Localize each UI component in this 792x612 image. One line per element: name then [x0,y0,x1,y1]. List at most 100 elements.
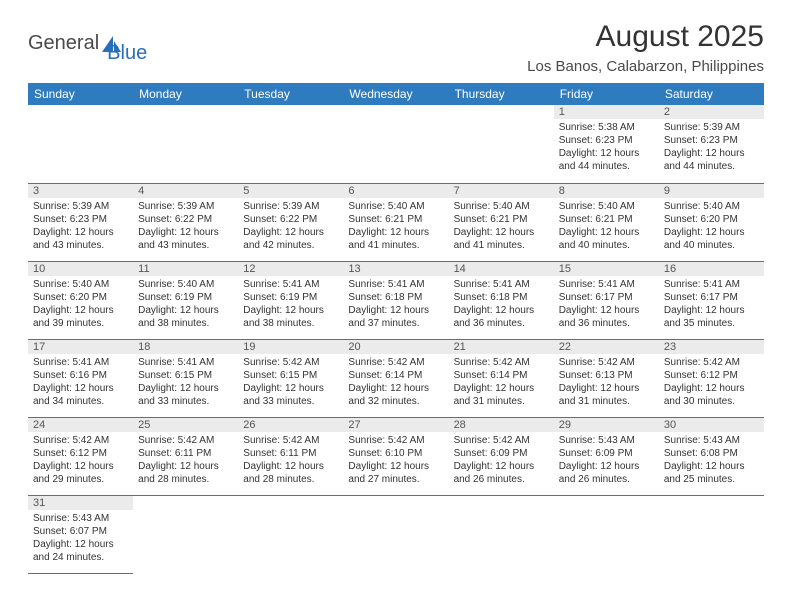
day-number: 6 [343,184,448,198]
weekday-header: Sunday [28,83,133,105]
calendar-day-cell: 10Sunrise: 5:40 AMSunset: 6:20 PMDayligh… [28,261,133,339]
calendar-day-cell: 31Sunrise: 5:43 AMSunset: 6:07 PMDayligh… [28,495,133,573]
month-title: August 2025 [527,20,764,54]
calendar-day-cell: 24Sunrise: 5:42 AMSunset: 6:12 PMDayligh… [28,417,133,495]
calendar-day-cell: 29Sunrise: 5:43 AMSunset: 6:09 PMDayligh… [554,417,659,495]
calendar-day-cell: 14Sunrise: 5:41 AMSunset: 6:18 PMDayligh… [449,261,554,339]
weekday-header: Tuesday [238,83,343,105]
calendar-day-cell: 15Sunrise: 5:41 AMSunset: 6:17 PMDayligh… [554,261,659,339]
calendar-day-cell: 20Sunrise: 5:42 AMSunset: 6:14 PMDayligh… [343,339,448,417]
day-info: Sunrise: 5:42 AMSunset: 6:12 PMDaylight:… [659,354,764,411]
calendar-empty-cell [343,105,448,183]
day-info: Sunrise: 5:40 AMSunset: 6:21 PMDaylight:… [554,198,659,255]
calendar-week-row: 24Sunrise: 5:42 AMSunset: 6:12 PMDayligh… [28,417,764,495]
day-number: 26 [238,418,343,432]
day-number: 30 [659,418,764,432]
day-info: Sunrise: 5:40 AMSunset: 6:21 PMDaylight:… [449,198,554,255]
location-text: Los Banos, Calabarzon, Philippines [527,58,764,75]
day-number: 15 [554,262,659,276]
calendar-empty-cell [554,495,659,573]
calendar-week-row: 31Sunrise: 5:43 AMSunset: 6:07 PMDayligh… [28,495,764,573]
calendar-week-row: 17Sunrise: 5:41 AMSunset: 6:16 PMDayligh… [28,339,764,417]
day-info: Sunrise: 5:42 AMSunset: 6:10 PMDaylight:… [343,432,448,489]
day-info: Sunrise: 5:43 AMSunset: 6:07 PMDaylight:… [28,510,133,567]
day-number: 31 [28,496,133,510]
calendar-day-cell: 17Sunrise: 5:41 AMSunset: 6:16 PMDayligh… [28,339,133,417]
calendar-empty-cell [28,105,133,183]
day-number: 21 [449,340,554,354]
day-number: 20 [343,340,448,354]
day-info: Sunrise: 5:42 AMSunset: 6:09 PMDaylight:… [449,432,554,489]
calendar-day-cell: 26Sunrise: 5:42 AMSunset: 6:11 PMDayligh… [238,417,343,495]
day-info: Sunrise: 5:41 AMSunset: 6:15 PMDaylight:… [133,354,238,411]
day-number: 9 [659,184,764,198]
calendar-day-cell: 6Sunrise: 5:40 AMSunset: 6:21 PMDaylight… [343,183,448,261]
day-number: 25 [133,418,238,432]
day-number: 16 [659,262,764,276]
calendar-empty-cell [238,105,343,183]
calendar-day-cell: 7Sunrise: 5:40 AMSunset: 6:21 PMDaylight… [449,183,554,261]
day-number: 1 [554,105,659,119]
calendar-day-cell: 2Sunrise: 5:39 AMSunset: 6:23 PMDaylight… [659,105,764,183]
title-block: August 2025 Los Banos, Calabarzon, Phili… [527,20,764,75]
day-info: Sunrise: 5:42 AMSunset: 6:13 PMDaylight:… [554,354,659,411]
calendar-empty-cell [449,495,554,573]
day-number: 14 [449,262,554,276]
day-info: Sunrise: 5:39 AMSunset: 6:22 PMDaylight:… [238,198,343,255]
calendar-day-cell: 25Sunrise: 5:42 AMSunset: 6:11 PMDayligh… [133,417,238,495]
day-number: 18 [133,340,238,354]
day-number: 13 [343,262,448,276]
day-number: 27 [343,418,448,432]
calendar-day-cell: 21Sunrise: 5:42 AMSunset: 6:14 PMDayligh… [449,339,554,417]
day-number: 23 [659,340,764,354]
calendar-week-row: 10Sunrise: 5:40 AMSunset: 6:20 PMDayligh… [28,261,764,339]
calendar-day-cell: 5Sunrise: 5:39 AMSunset: 6:22 PMDaylight… [238,183,343,261]
calendar-day-cell: 19Sunrise: 5:42 AMSunset: 6:15 PMDayligh… [238,339,343,417]
weekday-header: Thursday [449,83,554,105]
day-number: 12 [238,262,343,276]
calendar-empty-cell [133,495,238,573]
calendar-day-cell: 30Sunrise: 5:43 AMSunset: 6:08 PMDayligh… [659,417,764,495]
day-number: 28 [449,418,554,432]
day-number: 5 [238,184,343,198]
day-number: 10 [28,262,133,276]
day-info: Sunrise: 5:39 AMSunset: 6:23 PMDaylight:… [28,198,133,255]
day-info: Sunrise: 5:40 AMSunset: 6:20 PMDaylight:… [28,276,133,333]
calendar-day-cell: 13Sunrise: 5:41 AMSunset: 6:18 PMDayligh… [343,261,448,339]
calendar-week-row: 1Sunrise: 5:38 AMSunset: 6:23 PMDaylight… [28,105,764,183]
calendar-table: SundayMondayTuesdayWednesdayThursdayFrid… [28,83,764,574]
day-number: 11 [133,262,238,276]
day-info: Sunrise: 5:41 AMSunset: 6:18 PMDaylight:… [343,276,448,333]
calendar-day-cell: 16Sunrise: 5:41 AMSunset: 6:17 PMDayligh… [659,261,764,339]
calendar-empty-cell [659,495,764,573]
calendar-empty-cell [133,105,238,183]
calendar-empty-cell [449,105,554,183]
logo: General Blue [28,32,163,55]
day-number: 29 [554,418,659,432]
day-info: Sunrise: 5:40 AMSunset: 6:21 PMDaylight:… [343,198,448,255]
calendar-page: General Blue August 2025 Los Banos, Cala… [0,0,792,584]
weekday-header: Monday [133,83,238,105]
day-number: 22 [554,340,659,354]
calendar-day-cell: 1Sunrise: 5:38 AMSunset: 6:23 PMDaylight… [554,105,659,183]
day-info: Sunrise: 5:38 AMSunset: 6:23 PMDaylight:… [554,119,659,176]
logo-text-2: Blue [107,42,147,65]
day-info: Sunrise: 5:39 AMSunset: 6:22 PMDaylight:… [133,198,238,255]
day-info: Sunrise: 5:42 AMSunset: 6:15 PMDaylight:… [238,354,343,411]
weekday-header: Wednesday [343,83,448,105]
day-info: Sunrise: 5:40 AMSunset: 6:20 PMDaylight:… [659,198,764,255]
day-info: Sunrise: 5:43 AMSunset: 6:08 PMDaylight:… [659,432,764,489]
calendar-empty-cell [343,495,448,573]
weekday-header: Saturday [659,83,764,105]
calendar-day-cell: 9Sunrise: 5:40 AMSunset: 6:20 PMDaylight… [659,183,764,261]
day-info: Sunrise: 5:41 AMSunset: 6:19 PMDaylight:… [238,276,343,333]
header: General Blue August 2025 Los Banos, Cala… [28,20,764,75]
calendar-day-cell: 12Sunrise: 5:41 AMSunset: 6:19 PMDayligh… [238,261,343,339]
day-number: 2 [659,105,764,119]
calendar-day-cell: 22Sunrise: 5:42 AMSunset: 6:13 PMDayligh… [554,339,659,417]
day-number: 24 [28,418,133,432]
calendar-day-cell: 8Sunrise: 5:40 AMSunset: 6:21 PMDaylight… [554,183,659,261]
day-info: Sunrise: 5:41 AMSunset: 6:16 PMDaylight:… [28,354,133,411]
day-number: 3 [28,184,133,198]
calendar-day-cell: 28Sunrise: 5:42 AMSunset: 6:09 PMDayligh… [449,417,554,495]
